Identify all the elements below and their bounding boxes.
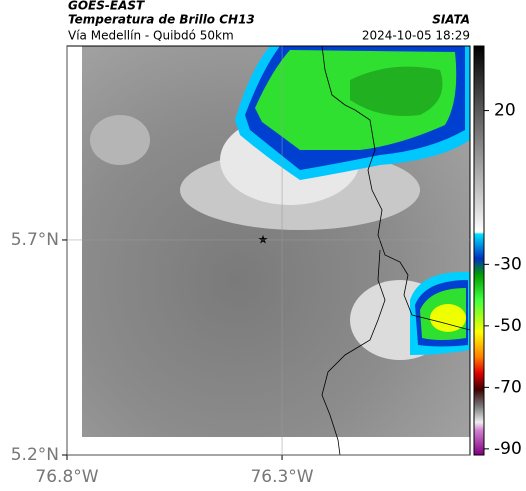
datetime: 2024-10-05 18:29 <box>362 29 470 43</box>
svg-text:★: ★ <box>258 233 269 247</box>
colorbar-label: -70 <box>494 377 522 397</box>
colorbar <box>473 45 485 456</box>
product: Temperatura de Brillo CH13 <box>68 13 255 27</box>
colorbar-label: 20 <box>494 101 516 121</box>
region: Vía Medellín - Quibdó 50km <box>68 29 234 43</box>
satellite-image: ★ <box>67 46 470 455</box>
y-tick-label: 5.7°N <box>11 230 59 250</box>
y-tick-label: 5.2°N <box>11 445 59 465</box>
colorbar-label: -30 <box>494 254 522 274</box>
colorbar-label: -90 <box>494 439 522 459</box>
source: GOES-EAST <box>68 0 145 13</box>
agency: SIATA <box>432 13 470 27</box>
x-tick-label: 76.8°W <box>35 467 98 487</box>
x-tick-label: 76.3°W <box>250 467 313 487</box>
colorbar-label: -50 <box>494 316 522 336</box>
